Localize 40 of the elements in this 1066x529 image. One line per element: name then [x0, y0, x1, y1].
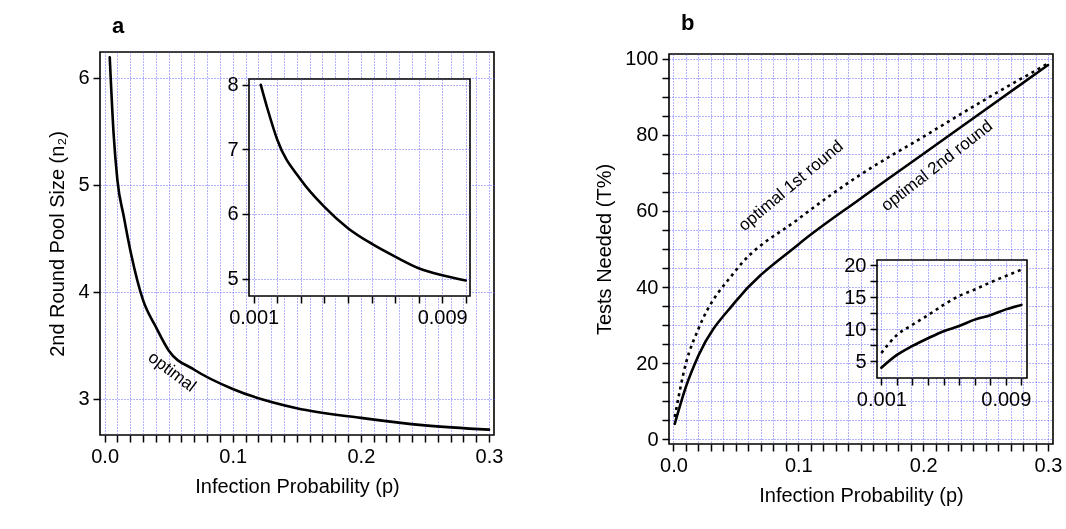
y-tick-label: 40: [636, 275, 659, 298]
y-tick-label: 80: [636, 123, 659, 146]
x-tick-label: 0.1: [784, 453, 813, 476]
x-tick-label: 0.001: [856, 387, 907, 410]
x-tick-label: 0.009: [981, 387, 1032, 410]
x-tick-label: 0.001: [229, 305, 280, 328]
y-tick-label: 3: [78, 387, 90, 410]
y-tick-label: 10: [844, 317, 867, 340]
y-tick-label: 20: [844, 253, 867, 276]
x-tick-label: 0.2: [347, 444, 376, 467]
y-tick-label: 100: [625, 47, 659, 70]
y-tick-label: 0: [647, 427, 659, 450]
x-tick-label: 0.2: [909, 453, 938, 476]
x-axis-title: Infection Probability (p): [195, 474, 400, 497]
y-tick-label: 7: [227, 137, 239, 160]
x-tick-label: 0.009: [417, 305, 468, 328]
y-tick-label: 5: [855, 349, 867, 372]
line-series: [880, 303, 1023, 370]
x-tick-label: 0.3: [475, 444, 504, 467]
line-series: [108, 56, 491, 431]
y-tick-label: 15: [844, 285, 867, 308]
y-tick-label: 5: [227, 267, 239, 290]
x-tick-label: 0.0: [660, 453, 688, 476]
y-tick-label: 5: [78, 173, 90, 196]
y-tick-label: 60: [636, 199, 659, 222]
chart-title: a: [112, 13, 125, 38]
line-series: [880, 268, 1023, 355]
x-tick-label: 0.1: [219, 444, 248, 467]
y-axis-title: Tests Needed (T%): [593, 163, 616, 336]
y-tick-label: 20: [636, 351, 659, 374]
x-tick-label: 0.3: [1034, 453, 1063, 476]
x-axis-title: Infection Probability (p): [759, 483, 964, 506]
y-tick-label: 6: [227, 202, 239, 225]
y-axis-title: 2nd Round Pool Size (n₂): [46, 131, 69, 357]
y-tick-label: 4: [78, 280, 90, 303]
x-tick-label: 0.0: [91, 444, 120, 467]
line-series: [259, 83, 468, 282]
chart-title: b: [681, 9, 695, 35]
y-tick-label: 8: [227, 73, 239, 96]
y-tick-label: 6: [78, 66, 90, 89]
